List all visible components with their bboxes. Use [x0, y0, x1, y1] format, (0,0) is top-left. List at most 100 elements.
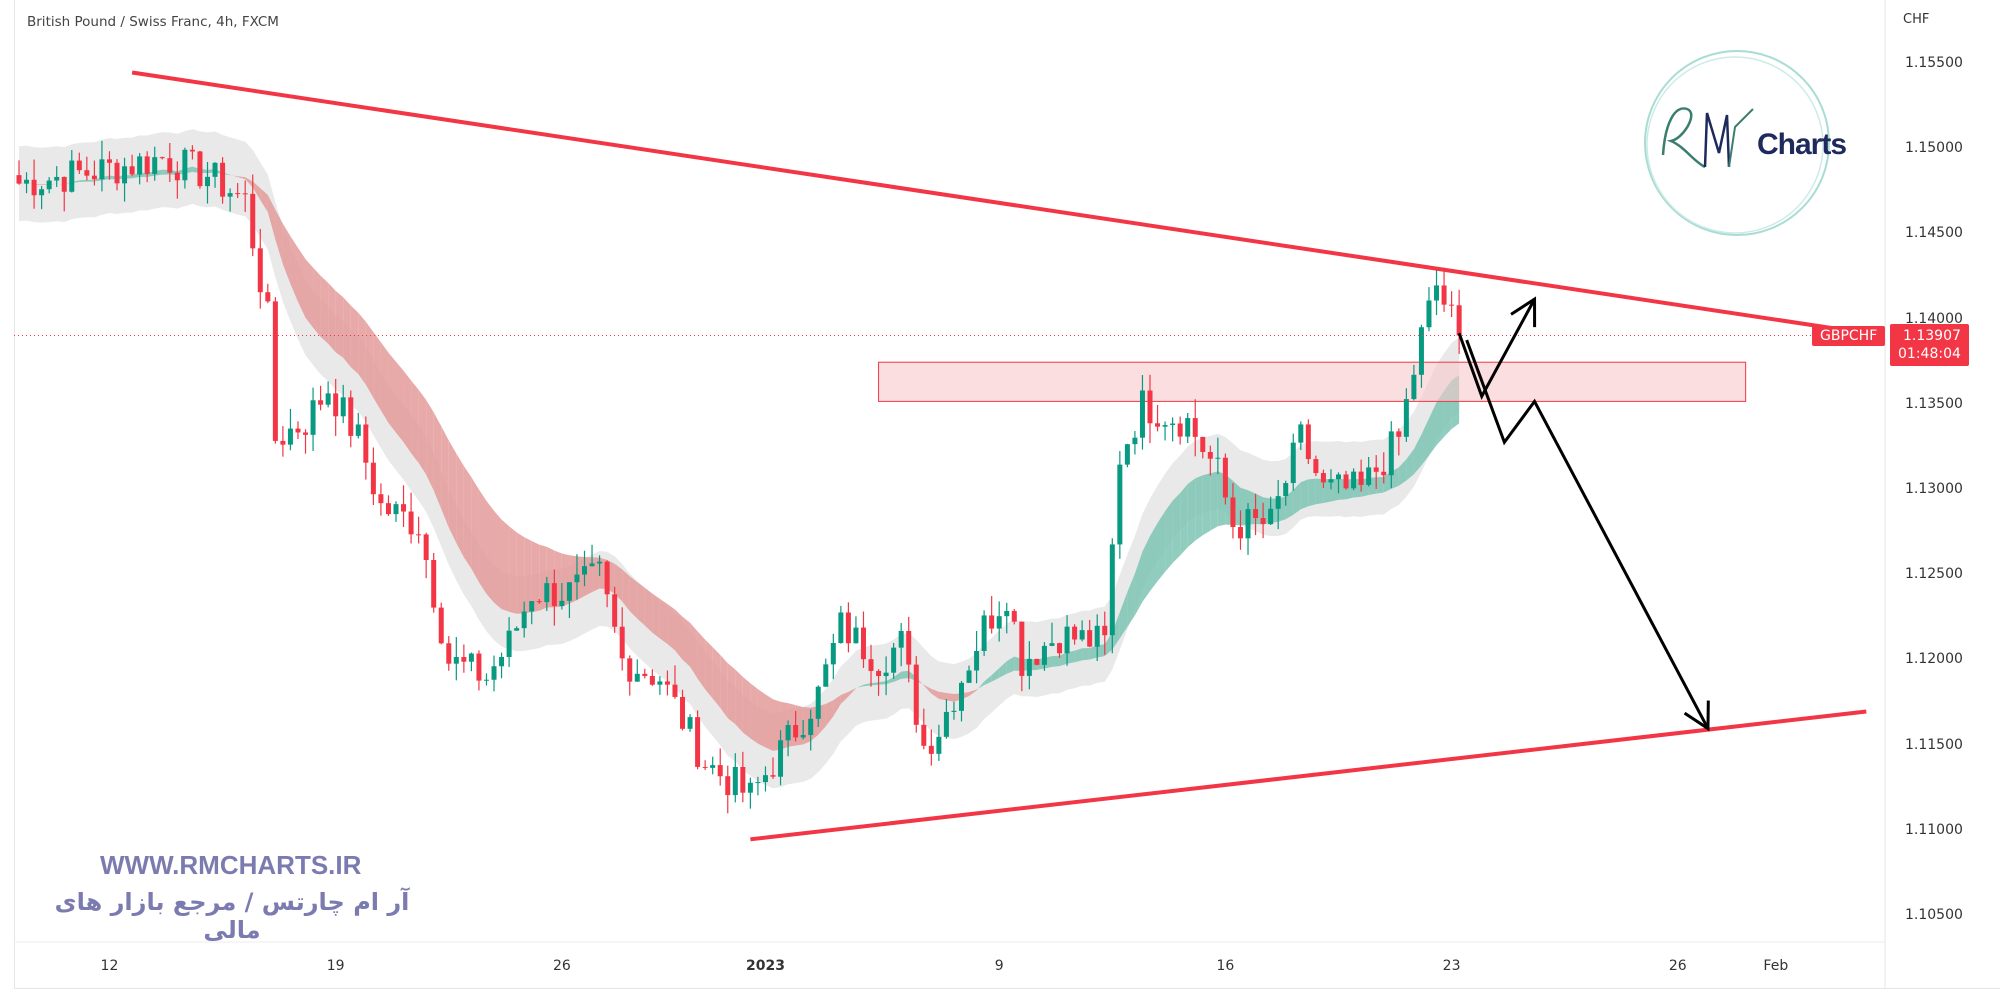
ma-ribbon-segment	[1051, 655, 1060, 667]
ma-ribbon-segment	[237, 176, 246, 180]
envelope-band	[19, 129, 1460, 789]
candle-body	[943, 711, 949, 737]
candle-body	[416, 534, 422, 536]
ma-ribbon-segment	[848, 688, 856, 697]
ma-ribbon-segment	[1383, 471, 1392, 493]
ma-ribbon-segment	[878, 681, 887, 685]
candle-body	[1358, 471, 1364, 485]
candle-body	[318, 400, 324, 405]
candle-body	[287, 428, 293, 445]
ma-ribbon-segment	[712, 647, 721, 708]
ma-ribbon-segment	[418, 389, 427, 475]
candle-body	[951, 710, 957, 712]
candle-body	[476, 653, 482, 681]
candle-body	[303, 432, 309, 435]
candle-body	[438, 607, 444, 644]
candle-body	[1207, 452, 1213, 459]
candle-body	[921, 724, 927, 746]
ma-ribbon-segment	[999, 661, 1007, 678]
candle-body	[1185, 418, 1191, 437]
candle-body	[649, 675, 655, 685]
candle-body	[1200, 436, 1206, 453]
candle-body	[1388, 431, 1394, 476]
candle-body	[1139, 390, 1145, 438]
ma-ribbon-segment	[275, 209, 283, 265]
candle-body	[1011, 610, 1017, 622]
price-tick: 1.14500	[1905, 225, 1963, 242]
ma-ribbon-segment	[1300, 479, 1309, 510]
ma-ribbon-segment	[750, 683, 758, 744]
ma-ribbon-segment	[757, 689, 766, 748]
candle-body	[514, 628, 520, 631]
logo-text: Charts	[1757, 128, 1847, 161]
ma-ribbon-segment	[1097, 644, 1105, 658]
candle-body	[1426, 300, 1432, 328]
ma-ribbon-segment	[328, 282, 336, 353]
price-tick: 1.12000	[1905, 651, 1963, 668]
candle-body	[1237, 527, 1243, 539]
candle-body	[1102, 625, 1108, 636]
candle-body	[483, 679, 489, 681]
candle-body	[928, 745, 934, 754]
candle-body	[1109, 544, 1115, 636]
candle-body	[808, 718, 814, 736]
ma-ribbon-segment	[365, 321, 374, 398]
candle-body	[785, 725, 791, 741]
candle-body	[1019, 621, 1025, 676]
ma-ribbon-segment	[773, 699, 781, 751]
candle-body	[521, 611, 527, 629]
ma-ribbon-segment	[991, 668, 1000, 682]
ma-ribbon-segment	[426, 399, 434, 491]
ma-ribbon-segment	[923, 684, 932, 694]
candle-body	[551, 583, 557, 607]
ma-ribbon-segment	[1180, 484, 1188, 556]
candle-body	[144, 156, 150, 174]
candle-body	[16, 175, 22, 184]
candle-body	[1117, 464, 1123, 545]
candle-body	[76, 160, 82, 171]
ma-ribbon-segment	[1376, 477, 1384, 494]
ma-ribbon-segment	[720, 654, 728, 719]
date-tick: 2023	[745, 958, 785, 974]
candle-body	[1298, 424, 1304, 443]
ma-ribbon-segment	[56, 183, 65, 185]
ma-ribbon-segment	[682, 616, 691, 667]
ma-ribbon-segment	[313, 267, 321, 337]
ma-ribbon-segment	[976, 681, 985, 691]
candle-body	[453, 657, 459, 664]
ma-ribbon-segment	[79, 179, 87, 183]
ma-ribbon-segment	[629, 576, 638, 619]
ma-ribbon-segment	[622, 569, 630, 612]
candle-body	[883, 672, 889, 677]
candle-body	[250, 193, 256, 249]
date-tick: 9	[994, 958, 1004, 974]
candle-body	[559, 600, 565, 607]
candle-body	[838, 612, 844, 644]
ma-ribbon-segment	[380, 342, 389, 423]
candle-body	[566, 582, 572, 601]
ma-ribbon-segment	[1157, 511, 1166, 582]
ma-ribbon-segment	[938, 691, 947, 701]
ma-ribbon-segment	[290, 236, 298, 302]
ma-ribbon-segment	[1436, 390, 1445, 446]
candle-body	[242, 193, 248, 195]
candle-body	[770, 775, 776, 777]
ma-ribbon-segment	[1142, 536, 1150, 602]
candle-body	[793, 725, 799, 738]
candle-body	[1041, 645, 1047, 665]
candle-body	[1434, 285, 1440, 301]
candle-body	[325, 393, 331, 405]
candle-body	[189, 149, 195, 152]
candle-body	[1313, 459, 1319, 474]
ma-ribbon-segment	[1134, 551, 1143, 616]
candle-body	[981, 615, 987, 652]
ma-ribbon-segment	[1112, 612, 1120, 650]
ma-ribbon-segment	[486, 500, 495, 603]
candle-body	[506, 630, 512, 658]
candle-body	[348, 397, 354, 436]
projection-arrow	[1457, 298, 1536, 400]
candle-body	[823, 664, 829, 687]
candle-body	[1343, 474, 1349, 489]
ma-ribbon-segment	[260, 188, 268, 213]
